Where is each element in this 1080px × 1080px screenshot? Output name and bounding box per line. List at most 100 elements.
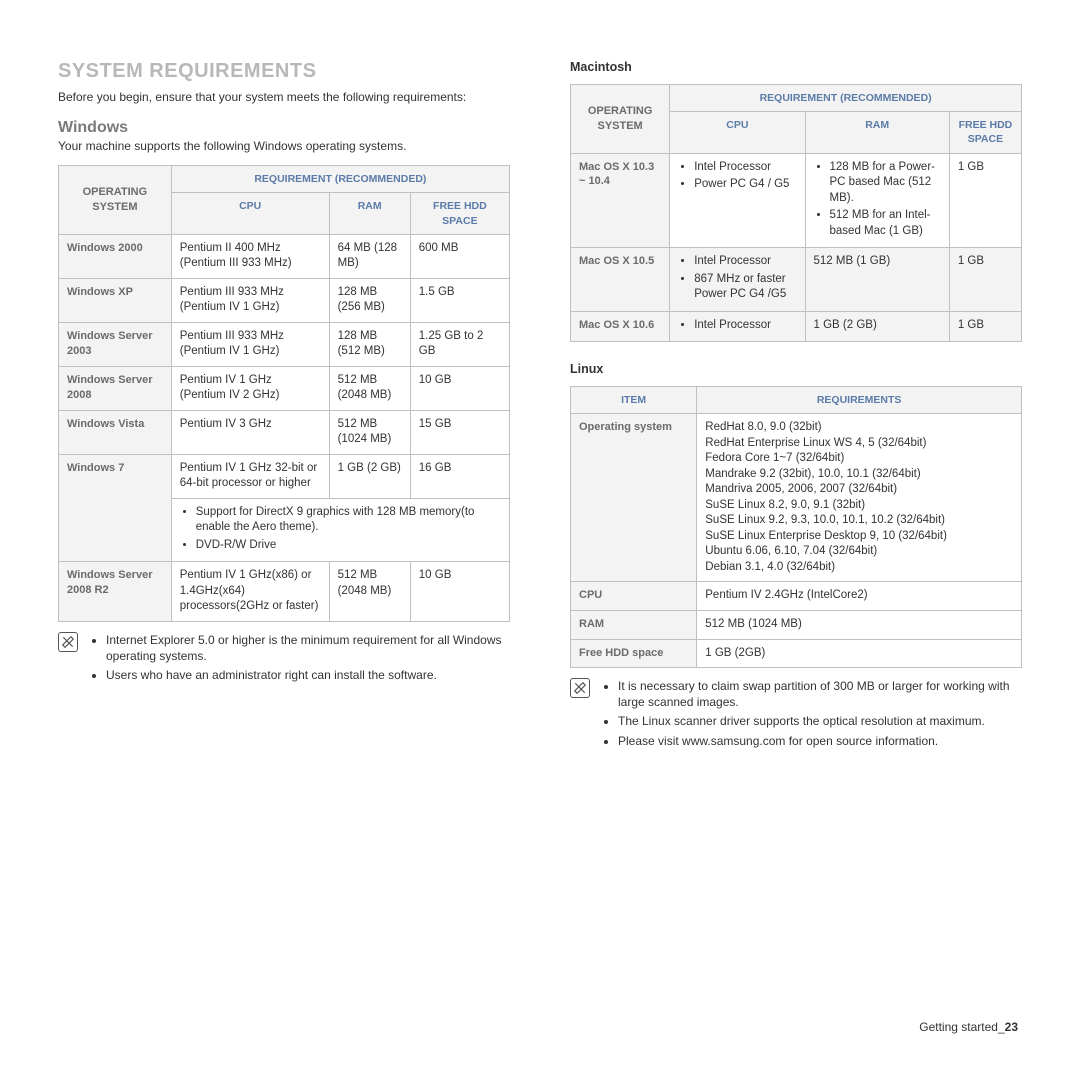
table-row: Windows Vista Pentium IV 3 GHz 512 MB (1… (59, 410, 510, 454)
win7-extra-cell: Support for DirectX 9 graphics with 128 … (171, 498, 509, 562)
windows-notes: Internet Explorer 5.0 or higher is the m… (58, 632, 510, 687)
os-cell: Mac OS X 10.3 ~ 10.4 (571, 153, 670, 248)
linux-os-list-cell: RedHat 8.0, 9.0 (32bit)RedHat Enterprise… (697, 414, 1022, 582)
linux-hdd: 1 GB (2GB) (697, 639, 1022, 668)
cpu-cell: Intel Processor 867 MHz or faster Power P… (670, 248, 805, 312)
ram-cell: 1 GB (2 GB) (329, 454, 410, 498)
hdd-cell: 1.5 GB (410, 278, 509, 322)
list-item: Intel Processor (694, 318, 796, 334)
th-cpu: CPU (670, 112, 805, 153)
table-row: Windows 7 Pentium IV 1 GHz 32-bit or 64-… (59, 454, 510, 498)
footer-prefix: Getting started_ (919, 1020, 1004, 1034)
page-content: SYSTEM REQUIREMENTS Before you begin, en… (0, 0, 1080, 782)
list-item: Mandriva 2005, 2006, 2007 (32/64bit) (705, 482, 1013, 498)
hdd-cell: 1 GB (949, 311, 1021, 342)
th-req: REQUIREMENT (RECOMMENDED) (171, 166, 509, 193)
table-row: Windows Server 2008 R2 Pentium IV 1 GHz(… (59, 562, 510, 622)
th-req: REQUIREMENTS (697, 387, 1022, 414)
cpu-cell: Intel Processor (670, 311, 805, 342)
os-cell: Mac OS X 10.6 (571, 311, 670, 342)
hdd-cell: 1 GB (949, 248, 1021, 312)
table-row: Free HDD space 1 GB (2GB) (571, 639, 1022, 668)
os-cell: Mac OS X 10.5 (571, 248, 670, 312)
linux-cpu: Pentium IV 2.4GHz (IntelCore2) (697, 582, 1022, 611)
th-cpu: CPU (171, 193, 329, 234)
ram-cell: 128 MB for a Power-PC based Mac (512 MB)… (805, 153, 949, 248)
list-item: SuSE Linux 8.2, 9.0, 9.1 (32bit) (705, 498, 1013, 514)
windows-heading: Windows (58, 119, 510, 137)
cpu-cell: Pentium III 933 MHz (Pentium IV 1 GHz) (171, 322, 329, 366)
linux-table: ITEM REQUIREMENTS Operating system RedHa… (570, 386, 1022, 668)
hdd-cell: 10 GB (410, 366, 509, 410)
list-item: Power PC G4 / G5 (694, 177, 796, 193)
mac-heading: Macintosh (570, 60, 1022, 74)
linux-ram: 512 MB (1024 MB) (697, 611, 1022, 640)
th-ram: RAM (805, 112, 949, 153)
note-icon (570, 678, 590, 698)
note-item: It is necessary to claim swap partition … (618, 678, 1022, 710)
cpu-cell: Intel ProcessorPower PC G4 / G5 (670, 153, 805, 248)
list-item: RedHat Enterprise Linux WS 4, 5 (32/64bi… (705, 436, 1013, 452)
list-item: Fedora Core 1~7 (32/64bit) (705, 451, 1013, 467)
linux-notes: It is necessary to claim swap partition … (570, 678, 1022, 752)
windows-subtext: Your machine supports the following Wind… (58, 139, 510, 153)
list-item: 867 MHz or faster Power PC G4 /G5 (694, 272, 796, 303)
list-item: Intel Processor (694, 254, 796, 270)
table-row: Windows 2000 Pentium II 400 MHz (Pentium… (59, 234, 510, 278)
ram-cell: 512 MB (1024 MB) (329, 410, 410, 454)
linux-os-label: Operating system (571, 414, 697, 582)
hdd-cell: 10 GB (410, 562, 509, 622)
table-row: RAM 512 MB (1024 MB) (571, 611, 1022, 640)
cpu-cell: Pentium IV 1 GHz 32-bit or 64-bit proces… (171, 454, 329, 498)
note-item: Users who have an administrator right ca… (106, 667, 510, 683)
page-title: SYSTEM REQUIREMENTS (58, 60, 510, 83)
os-cell: Windows Server 2008 (59, 366, 172, 410)
cpu-cell: Pentium III 933 MHz (Pentium IV 1 GHz) (171, 278, 329, 322)
ram-cell: 1 GB (2 GB) (805, 311, 949, 342)
linux-heading: Linux (570, 362, 1022, 376)
mac-table: OPERATING SYSTEM REQUIREMENT (RECOMMENDE… (570, 84, 1022, 342)
hdd-cell: 1.25 GB to 2 GB (410, 322, 509, 366)
th-os: OPERATING SYSTEM (571, 85, 670, 154)
os-cell: Windows Server 2003 (59, 322, 172, 366)
cpu-cell: Pentium IV 3 GHz (171, 410, 329, 454)
intro-text: Before you begin, ensure that your syste… (58, 89, 510, 105)
th-ram: RAM (329, 193, 410, 234)
table-row: Windows XP Pentium III 933 MHz (Pentium … (59, 278, 510, 322)
os-cell: Windows 7 (59, 454, 172, 562)
right-column: Macintosh OPERATING SYSTEM REQUIREMENT (… (570, 60, 1022, 752)
th-req: REQUIREMENT (RECOMMENDED) (670, 85, 1022, 112)
list-item: Debian 3.1, 4.0 (32/64bit) (705, 560, 1013, 576)
table-row: Mac OS X 10.6 Intel Processor 1 GB (2 GB… (571, 311, 1022, 342)
note-item: The Linux scanner driver supports the op… (618, 713, 1022, 729)
table-row: Operating system RedHat 8.0, 9.0 (32bit)… (571, 414, 1022, 582)
windows-table: OPERATING SYSTEM REQUIREMENT (RECOMMENDE… (58, 165, 510, 622)
list-item: Intel Processor (694, 160, 796, 176)
list-item: 512 MB for an Intel-based Mac (1 GB) (830, 208, 941, 239)
note-item: Internet Explorer 5.0 or higher is the m… (106, 632, 510, 664)
table-row: Mac OS X 10.3 ~ 10.4 Intel ProcessorPowe… (571, 153, 1022, 248)
table-row: Windows Server 2003 Pentium III 933 MHz … (59, 322, 510, 366)
ram-cell: 512 MB (1 GB) (805, 248, 949, 312)
ram-cell: 128 MB (512 MB) (329, 322, 410, 366)
list-item: 128 MB for a Power-PC based Mac (512 MB)… (830, 160, 941, 207)
hdd-cell: 16 GB (410, 454, 509, 498)
linux-hdd-label: Free HDD space (571, 639, 697, 668)
list-item: Support for DirectX 9 graphics with 128 … (196, 505, 501, 536)
note-item: Please visit www.samsung.com for open so… (618, 733, 1022, 749)
th-hdd: FREE HDD SPACE (949, 112, 1021, 153)
ram-cell: 512 MB (2048 MB) (329, 562, 410, 622)
table-row: Mac OS X 10.5 Intel Processor 867 MHz or … (571, 248, 1022, 312)
os-cell: Windows 2000 (59, 234, 172, 278)
cpu-cell: Pentium IV 1 GHz(x86) or 1.4GHz(x64) pro… (171, 562, 329, 622)
list-item: RedHat 8.0, 9.0 (32bit) (705, 420, 1013, 436)
os-cell: Windows Vista (59, 410, 172, 454)
th-item: ITEM (571, 387, 697, 414)
os-cell: Windows Server 2008 R2 (59, 562, 172, 622)
th-hdd: FREE HDD SPACE (410, 193, 509, 234)
linux-cpu-label: CPU (571, 582, 697, 611)
list-item: Ubuntu 6.06, 6.10, 7.04 (32/64bit) (705, 544, 1013, 560)
os-cell: Windows XP (59, 278, 172, 322)
cpu-cell: Pentium IV 1 GHz (Pentium IV 2 GHz) (171, 366, 329, 410)
table-row: CPU Pentium IV 2.4GHz (IntelCore2) (571, 582, 1022, 611)
